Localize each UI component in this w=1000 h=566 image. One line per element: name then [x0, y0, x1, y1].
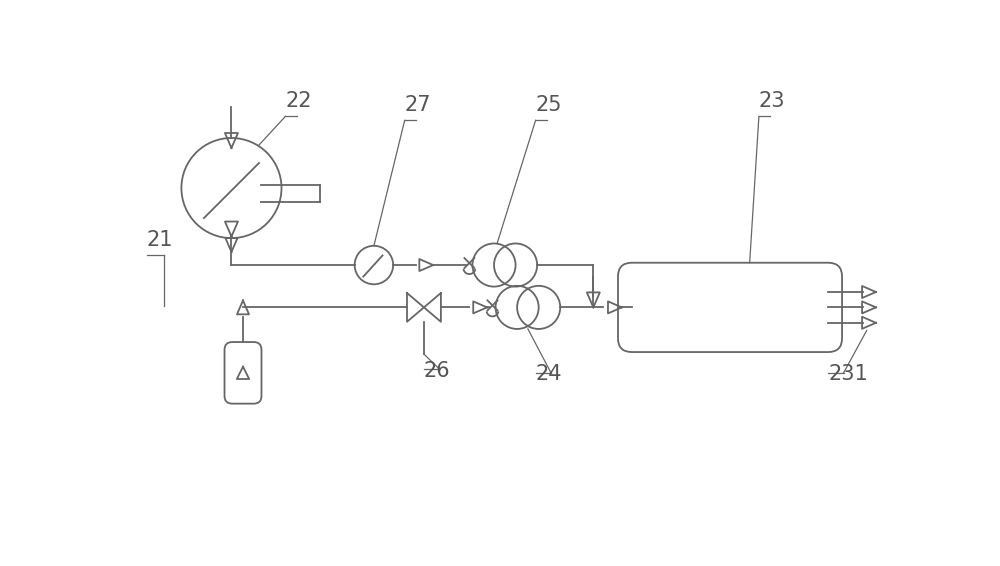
- Text: 231: 231: [828, 365, 868, 384]
- Text: 22: 22: [285, 91, 312, 111]
- Text: 21: 21: [147, 230, 173, 250]
- Text: 27: 27: [405, 95, 431, 115]
- Text: 26: 26: [424, 361, 451, 380]
- Text: 23: 23: [759, 91, 785, 111]
- Text: 24: 24: [536, 365, 562, 384]
- Text: 25: 25: [536, 95, 562, 115]
